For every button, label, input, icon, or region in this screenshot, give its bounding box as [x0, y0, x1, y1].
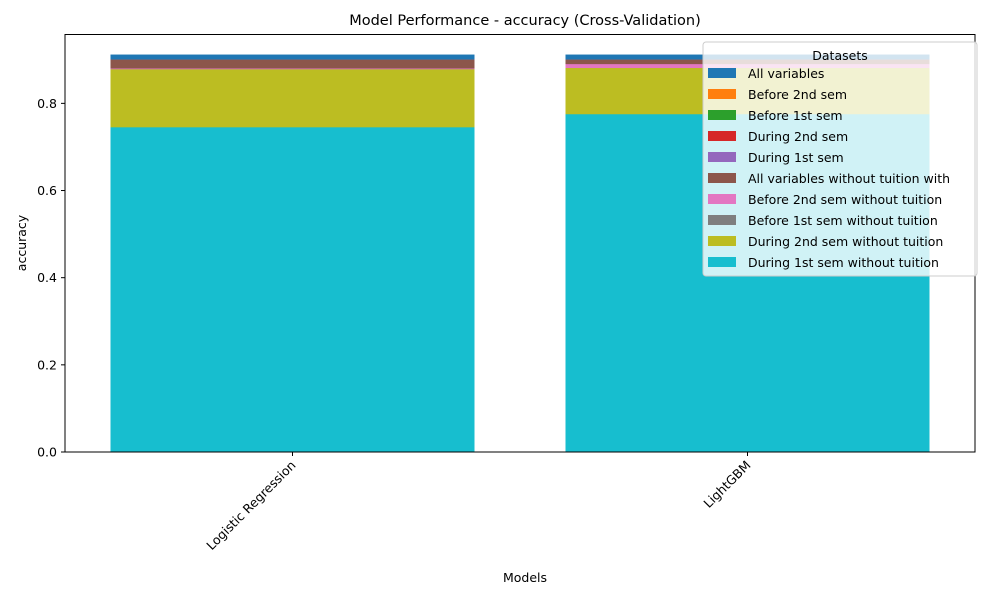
legend-label: During 2nd sem — [748, 129, 848, 144]
chart-title: Model Performance - accuracy (Cross-Vali… — [349, 13, 701, 29]
legend-items: All variables Before 2nd sem Before 1st se… — [708, 66, 950, 270]
legend-swatch — [708, 89, 736, 99]
legend-label: All variables — [748, 66, 824, 81]
y-axis: 0.0 0.2 0.4 0.6 0.8 — [37, 96, 65, 460]
legend-swatch — [708, 68, 736, 78]
x-tick-label: Logistic Regression — [203, 458, 298, 553]
x-axis: Logistic Regression LightGBM — [203, 452, 754, 553]
legend-box — [702, 41, 978, 277]
legend-swatch — [708, 194, 736, 204]
x-axis-label: Models — [503, 570, 547, 585]
legend-swatch — [708, 173, 736, 183]
legend-label: During 1st sem — [748, 150, 844, 165]
legend-label: During 1st sem without tuition — [748, 255, 939, 270]
y-tick-label: 0.8 — [37, 96, 57, 111]
y-tick-label: 0.2 — [37, 357, 57, 372]
legend-label: All variables without tuition with — [748, 171, 950, 186]
y-tick-label: 0.6 — [37, 183, 57, 198]
y-tick-label: 0.0 — [37, 445, 57, 460]
legend-label: Before 1st sem without tuition — [748, 213, 938, 228]
legend-title: Datasets — [812, 48, 867, 63]
y-axis-label: accuracy — [14, 214, 29, 271]
legend-swatch — [708, 215, 736, 225]
y-tick-label: 0.4 — [37, 270, 57, 285]
bar — [110, 127, 475, 452]
legend-swatch — [708, 236, 736, 246]
legend-label: Before 2nd sem — [748, 87, 847, 102]
legend-swatch — [708, 257, 736, 267]
legend-label: During 2nd sem without tuition — [748, 234, 943, 249]
legend: Datasets All variables Before 2nd sem Befo… — [702, 41, 978, 277]
x-tick-label: LightGBM — [700, 458, 753, 511]
legend-swatch — [708, 131, 736, 141]
legend-label: Before 1st sem — [748, 108, 843, 123]
legend-swatch — [708, 152, 736, 162]
legend-swatch — [708, 110, 736, 120]
legend-label: Before 2nd sem without tuition — [748, 192, 942, 207]
